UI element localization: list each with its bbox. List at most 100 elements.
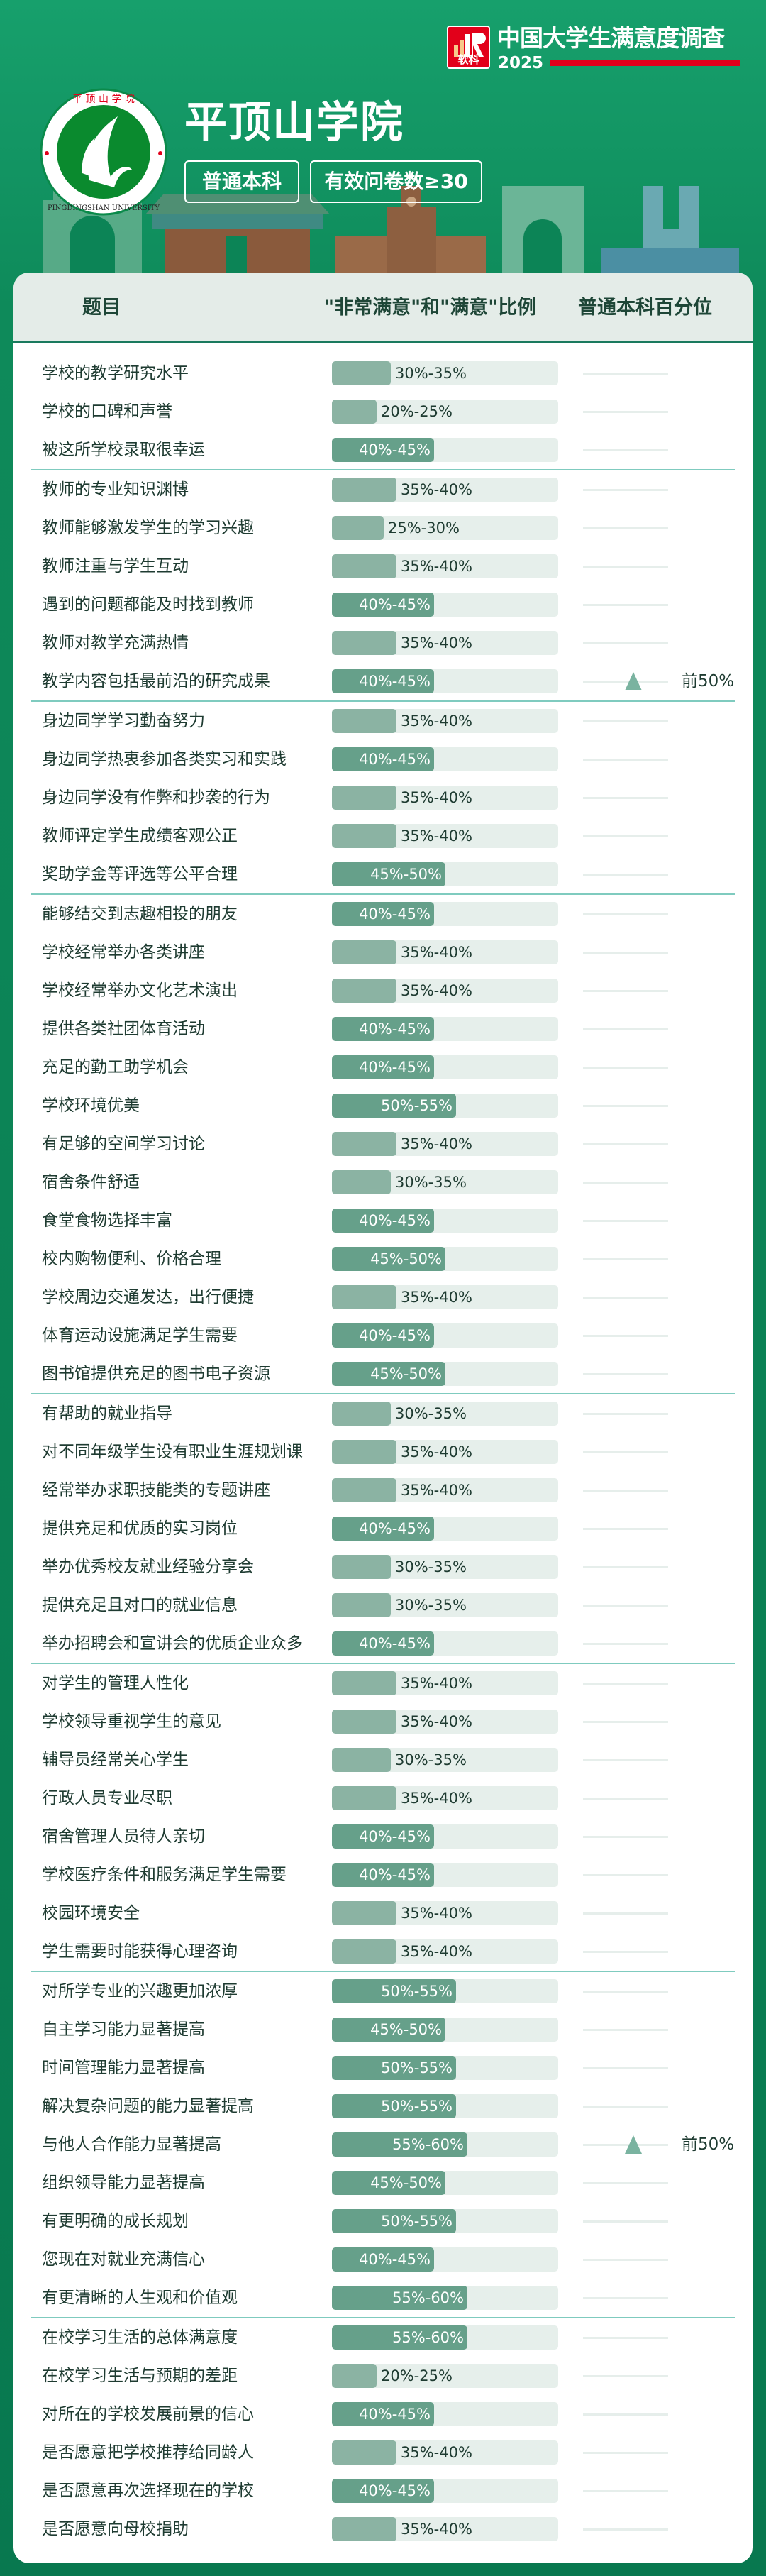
ratio-bar: 40%-45% <box>332 438 558 462</box>
group-separator <box>31 469 735 470</box>
table-row: 身边同学学习勤奋努力 35%-40% <box>13 702 753 740</box>
table-row: 学校环境优美 50%-55% <box>13 1086 753 1125</box>
table-row: 充足的勤工助学机会 40%-45% <box>13 1048 753 1086</box>
item-label: 举办招聘会和宣讲会的优质企业众多 <box>42 1634 303 1653</box>
ratio-bar-fill <box>332 1517 434 1541</box>
item-label: 学校的口碑和声誉 <box>42 402 172 421</box>
table-row: 教师能够激发学生的学习兴趣 25%-30% <box>13 509 753 547</box>
ratio-value: 25%-30% <box>388 519 460 536</box>
item-label: 教师对教学充满热情 <box>42 634 189 652</box>
table-body: 学校的教学研究水平 30%-35% 学校的口碑和声誉 20%-25% 被这所学校录取很幸… <box>13 343 753 2548</box>
brand-logo-text: 软科 <box>457 53 479 66</box>
percentile-track <box>583 642 668 644</box>
item-label: 宿舍管理人员待人亲切 <box>42 1827 205 1846</box>
ratio-value: 40%-45% <box>359 2482 431 2499</box>
palace-gate <box>145 194 330 274</box>
ratio-value: 40%-45% <box>359 1059 431 1076</box>
ratio-bar-fill <box>332 2171 445 2195</box>
item-label: 提供各类社团体育活动 <box>42 1020 205 1038</box>
twin-towers <box>601 186 739 274</box>
ratio-bar-fill <box>332 2479 434 2503</box>
ratio-value: 40%-45% <box>359 1866 431 1883</box>
ratio-bar-fill <box>332 1323 434 1348</box>
ratio-value: 20%-25% <box>381 403 453 420</box>
ratio-value: 35%-40% <box>401 1482 472 1499</box>
shanghairanking-logo: 软科 <box>447 26 490 69</box>
seal-text-en: PINGDINGSHAN UNIVERSITY <box>48 204 160 212</box>
ratio-bar-fill <box>332 1786 396 1810</box>
group-separator <box>31 893 735 895</box>
ratio-bar-fill <box>332 1631 434 1656</box>
ratio-value: 30%-35% <box>395 1751 467 1768</box>
item-label: 教学内容包括最前沿的研究成果 <box>42 672 270 690</box>
ratio-value: 50%-55% <box>381 1097 453 1114</box>
ratio-value: 35%-40% <box>401 1135 472 1152</box>
ratio-value: 35%-40% <box>401 982 472 999</box>
percentile-track <box>583 1874 668 1876</box>
table-row: 有帮助的就业指导 30%-35% <box>13 1394 753 1433</box>
ratio-bar-fill <box>332 516 384 540</box>
ratio-bar-fill <box>332 1402 391 1426</box>
ratio-bar: 40%-45% <box>332 669 558 693</box>
table-row: 对所学专业的兴趣更加浓厚 50%-55% <box>13 1972 753 2010</box>
ratio-value: 35%-40% <box>401 1943 472 1960</box>
ratio-value: 30%-35% <box>395 1597 467 1614</box>
ratio-value: 30%-35% <box>395 1174 467 1191</box>
ratio-bar: 35%-40% <box>332 786 558 810</box>
item-label: 对学生的管理人性化 <box>42 1674 189 1692</box>
ratio-bar: 35%-40% <box>332 478 558 502</box>
ratio-bar-fill <box>332 1247 445 1271</box>
ratio-value: 40%-45% <box>359 1327 431 1344</box>
ratio-value: 50%-55% <box>381 2059 453 2076</box>
table-row: 对不同年级学生设有职业生涯规划课 35%-40% <box>13 1433 753 1471</box>
tag-sample-size: 有效问卷数≥30 <box>310 160 482 203</box>
ratio-bar: 40%-45% <box>332 1209 558 1233</box>
ratio-bar: 50%-55% <box>332 1979 558 2003</box>
table-row: 学校经常举办文化艺术演出 35%-40% <box>13 971 753 1010</box>
table-row: 提供充足且对口的就业信息 30%-35% <box>13 1586 753 1624</box>
ratio-value: 40%-45% <box>359 2406 431 2423</box>
ratio-bar: 40%-45% <box>332 902 558 926</box>
percentile-track <box>583 1258 668 1260</box>
ratio-bar-fill <box>332 2517 396 2541</box>
ratio-bar-fill <box>332 747 434 771</box>
ratio-value: 35%-40% <box>401 827 472 844</box>
ratio-bar: 45%-50% <box>332 1362 558 1386</box>
ratio-bar-fill <box>332 2018 445 2042</box>
ratio-value: 50%-55% <box>381 1983 453 2000</box>
ratio-bar: 35%-40% <box>332 1478 558 1502</box>
percentile-track <box>583 1683 668 1685</box>
item-label: 是否愿意把学校推荐给同龄人 <box>42 2443 254 2462</box>
ratio-bar-fill <box>332 478 396 502</box>
item-label: 食堂食物选择丰富 <box>42 1211 172 1230</box>
ratio-bar: 40%-45% <box>332 1631 558 1656</box>
item-label: 有足够的空间学习讨论 <box>42 1135 205 1153</box>
ratio-value: 55%-60% <box>392 2289 464 2306</box>
item-label: 是否愿意向母校捐助 <box>42 2520 189 2538</box>
item-label: 自主学习能力显著提高 <box>42 2020 205 2039</box>
group-separator <box>31 700 735 702</box>
percentile-value: 前50% <box>682 672 735 690</box>
table-row: 有更清晰的人生观和价值观 55%-60% <box>13 2279 753 2317</box>
ratio-bar-fill <box>332 2286 467 2310</box>
ratio-bar: 25%-30% <box>332 516 558 540</box>
table-row: 对学生的管理人性化 35%-40% <box>13 1664 753 1702</box>
table-row: 自主学习能力显著提高 45%-50% <box>13 2010 753 2049</box>
ratio-bar: 45%-50% <box>332 862 558 886</box>
ratio-bar: 50%-55% <box>332 2056 558 2080</box>
table-row: 图书馆提供充足的图书电子资源 45%-50% <box>13 1355 753 1393</box>
table-row: 学校的口碑和声誉 20%-25% <box>13 392 753 431</box>
ratio-bar-fill <box>332 2364 377 2388</box>
table-row: 学校医疗条件和服务满足学生需要 40%-45% <box>13 1856 753 1894</box>
ratio-value: 40%-45% <box>359 596 431 613</box>
campus-skyline <box>43 186 739 274</box>
percentile-track <box>583 527 668 529</box>
percentile-track <box>583 1991 668 1993</box>
item-label: 教师评定学生成绩客观公正 <box>42 827 238 845</box>
percentile-track <box>583 1836 668 1838</box>
ratio-value: 35%-40% <box>401 558 472 575</box>
percentile-track <box>583 1297 668 1299</box>
percentile-track <box>583 411 668 413</box>
percentile-track <box>583 1759 668 1761</box>
item-label: 充足的勤工助学机会 <box>42 1058 189 1077</box>
